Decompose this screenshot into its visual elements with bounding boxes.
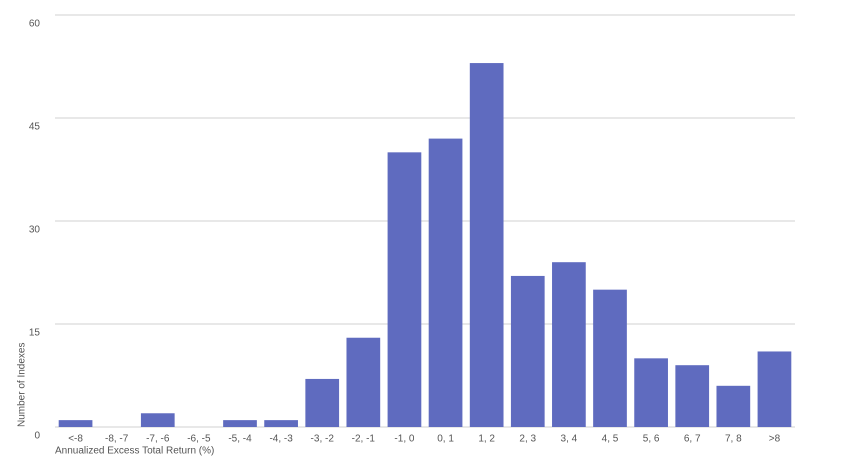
y-tick-label: 15 — [29, 328, 41, 339]
bar — [510, 275, 545, 427]
x-tick-label: 5, 6 — [643, 434, 660, 445]
x-tick-label: -5, -4 — [228, 434, 252, 445]
bar — [469, 63, 504, 428]
bar — [346, 337, 381, 427]
x-tick-label: -4, -3 — [269, 434, 293, 445]
x-tick-label: -7, -6 — [146, 434, 170, 445]
bar — [552, 262, 586, 427]
bar — [140, 413, 175, 427]
x-tick-label: 6, 7 — [684, 434, 701, 445]
x-tick-label: >8 — [769, 434, 781, 445]
y-tick-label: 45 — [29, 122, 41, 133]
x-tick-label: 0, 1 — [437, 434, 454, 445]
x-tick-label: -3, -2 — [311, 434, 335, 445]
bar — [264, 420, 298, 427]
y-tick-label: 0 — [34, 431, 40, 442]
x-axis-title: Annualized Excess Total Return (%) — [55, 446, 214, 457]
bar — [675, 365, 710, 427]
y-tick-label: 30 — [29, 225, 41, 236]
x-tick-label: 7, 8 — [725, 434, 742, 445]
bar — [716, 385, 751, 427]
x-tick-label: 3, 4 — [561, 434, 578, 445]
bar — [757, 351, 792, 427]
x-tick-label: -6, -5 — [187, 434, 211, 445]
bar — [428, 138, 463, 427]
x-tick-label: -2, -1 — [352, 434, 376, 445]
x-tick-label: 2, 3 — [519, 434, 536, 445]
x-tick-label: <-8 — [68, 434, 83, 445]
bar — [58, 420, 93, 427]
x-tick-label: -1, 0 — [394, 434, 414, 445]
bar — [305, 378, 340, 427]
y-axis-title: Number of Indexes — [17, 343, 28, 428]
bar — [223, 420, 257, 427]
x-tick-label: -8, -7 — [105, 434, 129, 445]
bar — [634, 358, 668, 427]
bar — [593, 289, 627, 427]
bar — [387, 152, 422, 428]
y-tick-label: 60 — [29, 19, 41, 30]
x-tick-label: 4, 5 — [602, 434, 619, 445]
x-tick-label: 1, 2 — [478, 434, 495, 445]
